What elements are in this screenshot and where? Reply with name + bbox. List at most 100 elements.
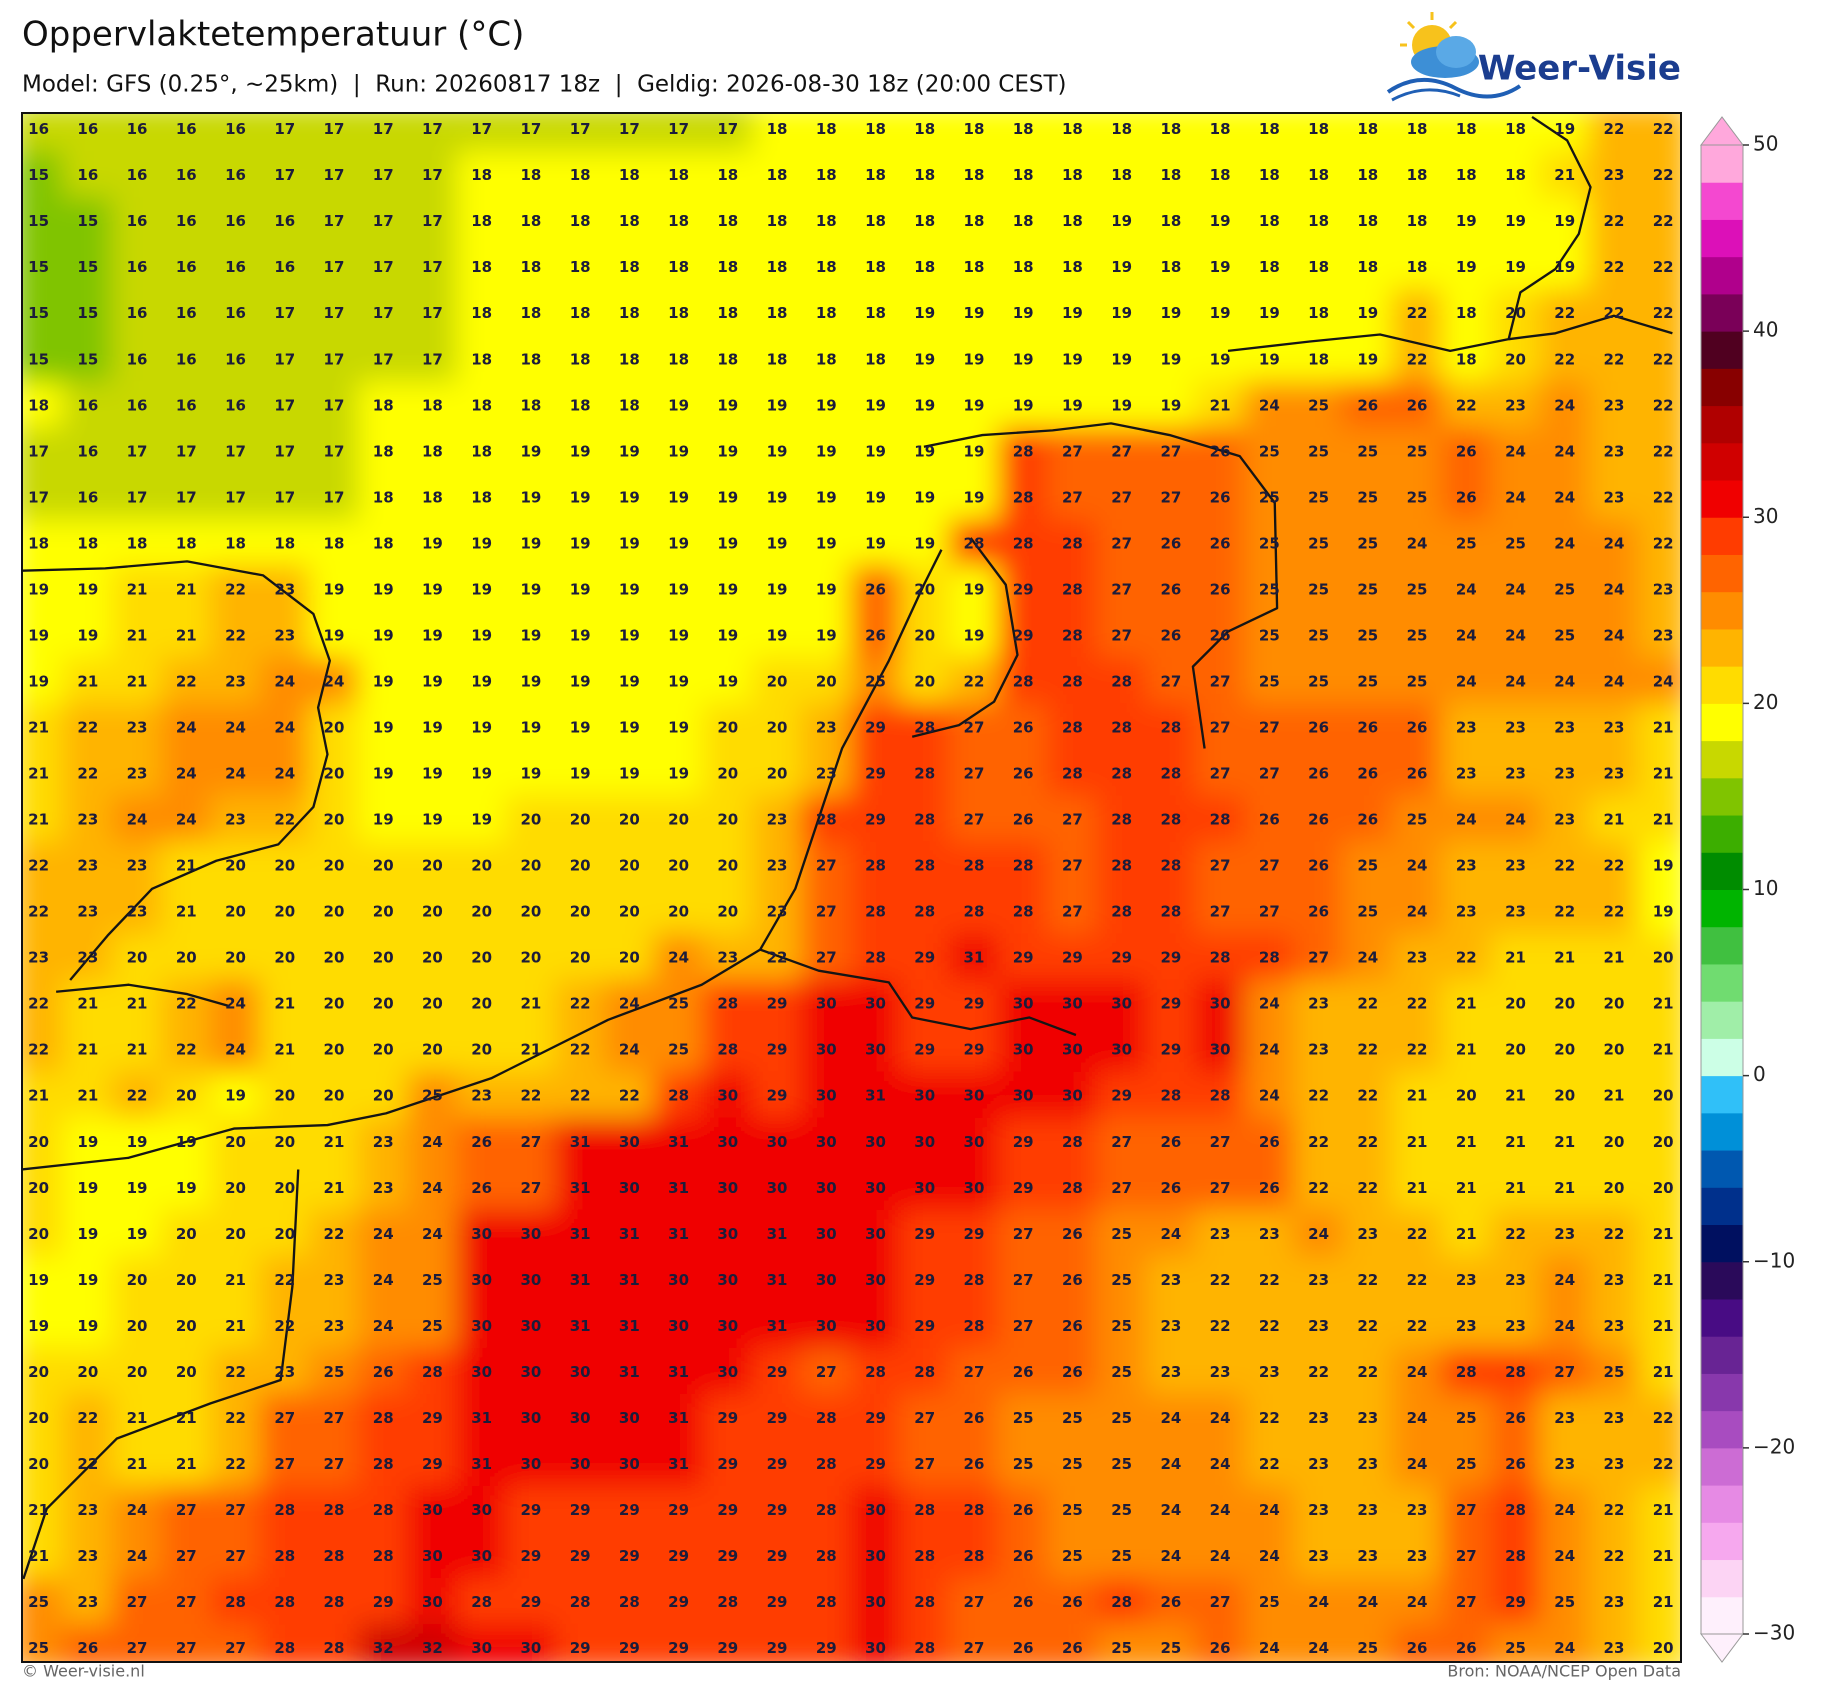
temperature-cell [850,1209,901,1257]
temperature-label: 20 [127,949,148,967]
temperature-cell [210,1578,261,1626]
temperature-cell [948,243,1000,291]
temperature-label: 19 [767,580,788,598]
temperature-label: 22 [176,672,197,690]
temperature-cell [1096,565,1147,613]
temperature-label: 26 [471,1133,492,1151]
temperature-cell [653,243,704,291]
temperature-label: 29 [619,1547,640,1565]
temperature-label: 23 [77,1547,98,1565]
temperature-label: 25 [1111,1363,1132,1381]
temperature-cell [358,1485,409,1534]
temperature-cell [22,1209,64,1257]
temperature-label: 19 [471,626,492,644]
temperature-cell [210,703,261,751]
temperature-cell [1638,519,1681,567]
temperature-cell [1342,381,1393,429]
temperature-cell [1441,887,1492,935]
temperature-label: 25 [1456,534,1477,552]
temperature-label: 22 [570,1087,591,1105]
temperature-cell [1588,979,1640,1027]
temperature-label: 24 [1259,1501,1280,1519]
temperature-label: 29 [1013,1179,1034,1197]
temperature-label: 16 [225,304,246,322]
temperature-label: 25 [1308,580,1329,598]
temperature-label: 30 [964,1133,985,1151]
temperature-label: 20 [668,903,689,921]
temperature-cell [1244,1393,1295,1441]
temperature-cell [1244,1439,1295,1487]
temperature-cell [1490,243,1541,291]
temperature-cell [62,381,113,429]
temperature-cell [899,749,950,797]
temperature-cell [456,887,507,935]
temperature-label: 27 [964,1639,985,1657]
temperature-cell [308,1255,360,1303]
temperature-label: 18 [816,212,837,230]
temperature-cell [1539,1393,1590,1441]
temperature-label: 28 [1111,811,1132,829]
temperature-label: 18 [668,304,689,322]
temperature-label: 29 [865,1455,886,1473]
temperature-label: 25 [1357,857,1378,875]
temperature-label: 25 [1308,442,1329,460]
temperature-label: 27 [1259,903,1280,921]
temperature-label: 24 [1554,672,1575,690]
temperature-label: 30 [964,1087,985,1105]
temperature-label: 27 [816,1363,837,1381]
temperature-label: 19 [1259,304,1280,322]
temperature-cell [1539,1209,1590,1257]
temperature-cell [801,1209,852,1257]
temperature-label: 28 [274,1639,295,1657]
map-title: Oppervlaktetemperatuur (°C) [22,15,524,55]
temperature-cell [1638,1439,1681,1487]
temperature-cell [161,427,212,475]
temperature-cell [702,1393,753,1441]
temperature-cell [456,1209,507,1257]
temperature-cell [801,113,852,153]
temperature-label: 19 [816,396,837,414]
temperature-label: 28 [225,1593,246,1611]
temperature-label: 22 [176,995,197,1013]
temperature-label: 26 [1062,1317,1083,1335]
temperature-label: 24 [1554,534,1575,552]
temperature-cell [998,519,1049,567]
temperature-cell [751,1301,803,1349]
temperature-cell [1588,1163,1640,1211]
temperature-label: 18 [471,258,492,276]
temperature-cell [1145,1439,1197,1487]
temperature-label: 20 [767,672,788,690]
temperature-label: 29 [767,1409,788,1427]
temperature-cell [1096,1071,1147,1119]
temperature-cell [210,1624,261,1662]
temperature-label: 27 [176,1639,197,1657]
temperature-cell [998,933,1049,981]
temperature-cell [1293,1439,1344,1487]
temperature-label: 28 [1111,1593,1132,1611]
temperature-label: 30 [422,1593,443,1611]
temperature-label: 24 [1554,1501,1575,1519]
temperature-cell [1391,887,1443,935]
temperature-label: 19 [668,396,689,414]
temperature-label: 28 [324,1593,345,1611]
temperature-label: 27 [1160,442,1181,460]
temperature-cell [259,1163,310,1211]
temperature-cell [850,427,901,475]
temperature-cell [1588,887,1640,935]
temperature-cell [899,703,950,751]
temperature-label: 21 [1653,1363,1674,1381]
temperature-cell [1391,1439,1443,1487]
temperature-label: 20 [324,949,345,967]
temperature-cell [702,795,753,843]
temperature-cell [1539,1025,1590,1073]
colorbar-tick-label: −20 [1753,1434,1795,1458]
temperature-label: 24 [1604,580,1625,598]
temperature-label: 27 [1062,857,1083,875]
temperature-label: 18 [1013,258,1034,276]
temperature-cell [998,1624,1049,1662]
temperature-cell [1096,1025,1147,1073]
temperature-cell [1391,1393,1443,1441]
temperature-label: 22 [28,995,49,1013]
temperature-label: 20 [717,903,738,921]
temperature-cell [161,1347,212,1395]
